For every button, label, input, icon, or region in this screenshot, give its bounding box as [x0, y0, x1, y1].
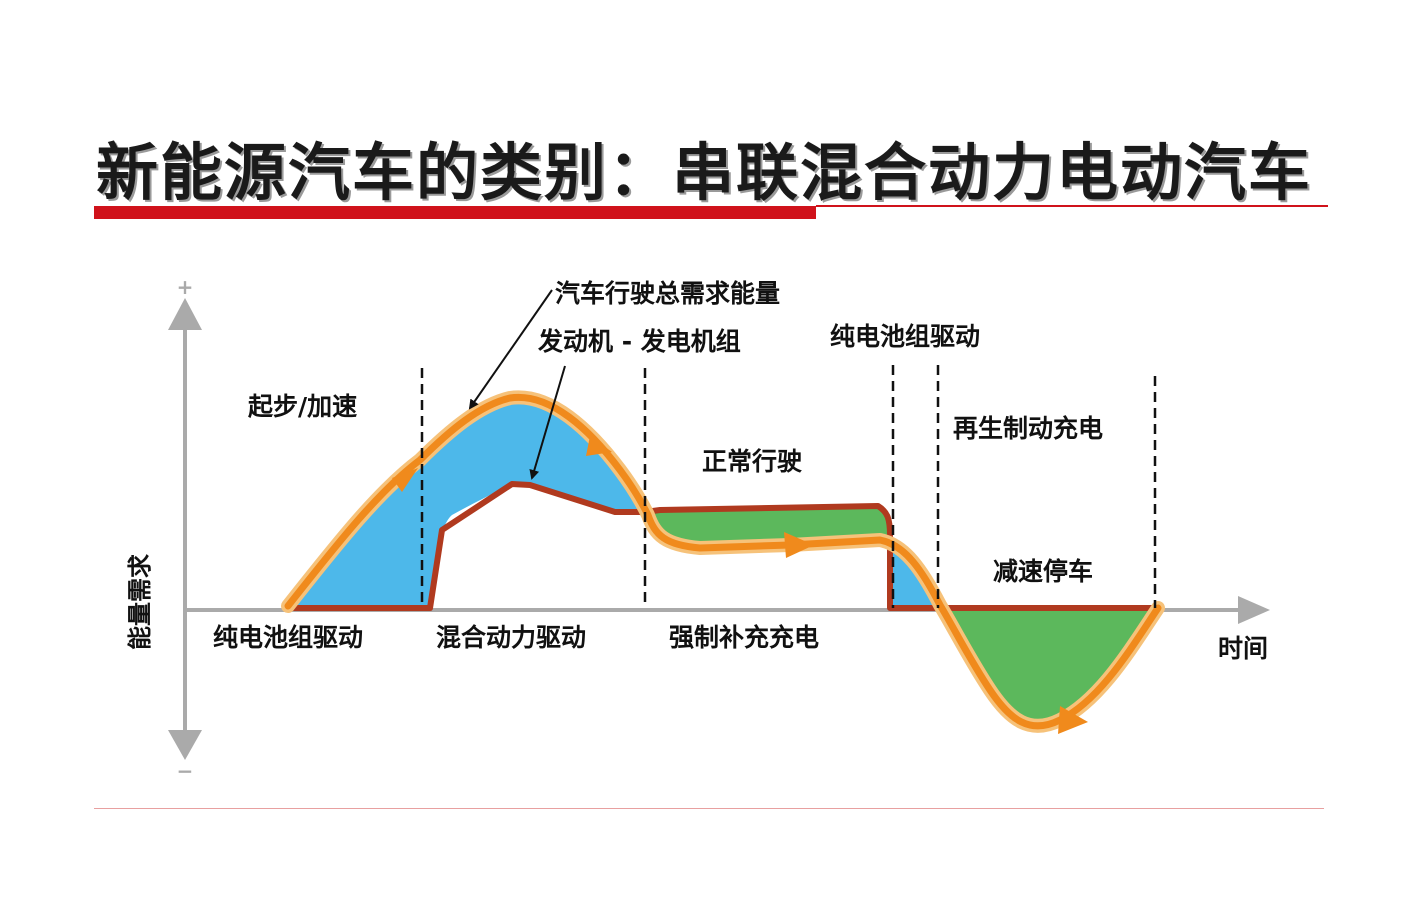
- label-forced-charge: 强制补充充电: [669, 623, 819, 652]
- label-normal-drive: 正常行驶: [702, 447, 802, 476]
- footer-divider: [94, 808, 1324, 809]
- flow-arrow-icon: [392, 468, 418, 492]
- title-underline-thin: [816, 205, 1328, 207]
- flow-arrow-icon: [586, 436, 612, 456]
- y-axis-up-arrow-icon: [168, 298, 202, 330]
- title-underline-accent: [94, 206, 816, 219]
- label-engine-generator: 发动机 - 发电机组: [537, 327, 741, 356]
- label-battery-drive-top: 纯电池组驱动: [830, 322, 980, 351]
- label-start-accel: 起步/加速: [248, 392, 357, 421]
- engine-generator-pointer: [529, 365, 566, 480]
- engine-generator-line: [285, 481, 1158, 611]
- label-battery-drive-bottom: 纯电池组驱动: [213, 623, 363, 652]
- flow-arrow-icon: [1058, 706, 1088, 734]
- y-axis-minus: −: [177, 759, 194, 783]
- phase-dividers: [420, 365, 1157, 608]
- y-axis: + − 能量需求: [126, 275, 202, 783]
- x-axis-label: 时间: [1218, 634, 1268, 663]
- x-axis-arrow-icon: [1238, 596, 1270, 624]
- label-decel-stop: 减速停车: [993, 557, 1093, 586]
- slide-title: 新能源汽车的类别：串联混合动力电动汽车: [96, 136, 1313, 209]
- label-regen-charge: 再生制动充电: [953, 414, 1103, 443]
- label-hybrid-drive: 混合动力驱动: [436, 623, 586, 652]
- y-axis-label: 能量需求: [126, 554, 154, 650]
- battery-energy-region-accel: [292, 397, 646, 608]
- y-axis-down-arrow-icon: [168, 730, 202, 760]
- flow-arrow-icon: [784, 532, 814, 558]
- label-total-energy: 汽车行驶总需求能量: [555, 279, 780, 308]
- y-axis-plus: +: [177, 275, 194, 299]
- total-energy-pointer: [468, 289, 553, 410]
